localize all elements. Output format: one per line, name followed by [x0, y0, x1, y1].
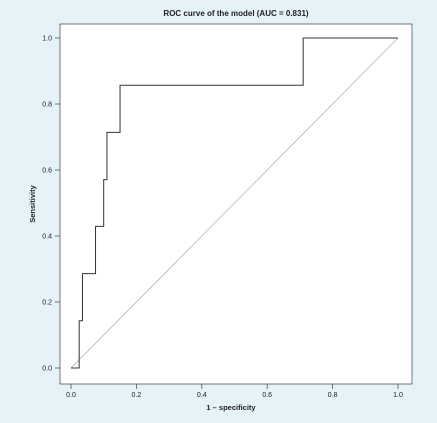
y-tick-label: 0.0	[42, 366, 52, 373]
chart-title: ROC curve of the model (AUC = 0.831)	[163, 9, 308, 18]
y-tick-label: 0.4	[42, 234, 52, 241]
y-tick-label: 1.0	[42, 36, 52, 43]
x-axis-label: 1 – specificity	[206, 403, 256, 412]
y-axis-label: Sensitivity	[28, 184, 37, 222]
y-tick-label: 0.8	[42, 102, 52, 109]
x-tick-label: 0.6	[262, 392, 272, 399]
x-tick-label: 0.0	[66, 392, 76, 399]
y-tick-label: 0.2	[42, 300, 52, 307]
y-axis: 0.0 0.2 0.4 0.6 0.8 1.0	[42, 36, 60, 373]
x-tick-label: 1.0	[393, 392, 403, 399]
x-tick-label: 0.4	[197, 392, 207, 399]
plot-area	[60, 24, 412, 384]
x-tick-label: 0.8	[328, 392, 338, 399]
x-tick-label: 0.2	[132, 392, 142, 399]
y-tick-label: 0.6	[42, 168, 52, 175]
x-axis: 0.0 0.2 0.4 0.6 0.8 1.0	[66, 384, 403, 399]
